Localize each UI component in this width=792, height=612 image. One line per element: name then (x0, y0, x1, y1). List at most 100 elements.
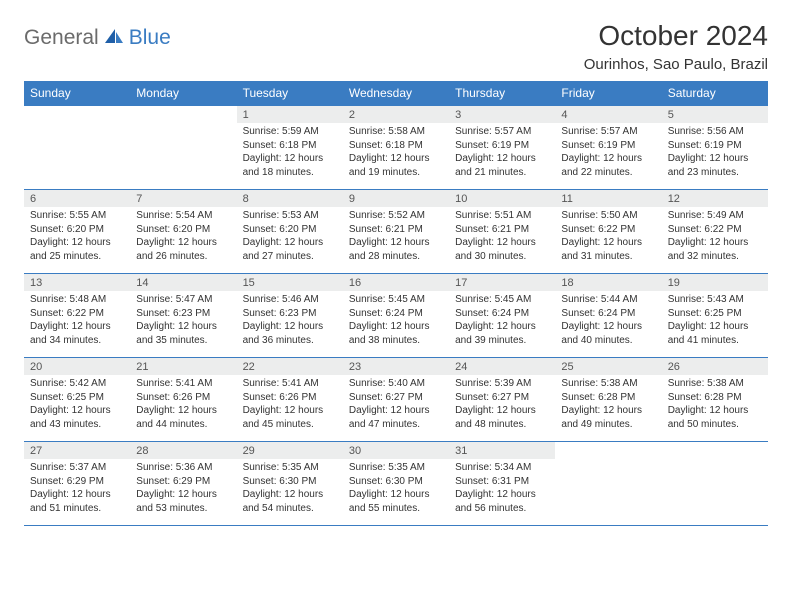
day-number-cell: 31 (449, 442, 555, 460)
day-detail-cell: Sunrise: 5:36 AMSunset: 6:29 PMDaylight:… (130, 459, 236, 526)
daylight-text-2: and 26 minutes. (136, 250, 230, 264)
daylight-text: Daylight: 12 hours (136, 404, 230, 418)
sunrise-text: Sunrise: 5:41 AM (243, 377, 337, 391)
logo-text-blue: Blue (129, 26, 171, 50)
weekday-header-row: Sunday Monday Tuesday Wednesday Thursday… (24, 81, 768, 106)
daylight-text-2: and 19 minutes. (349, 166, 443, 180)
sunset-text: Sunset: 6:20 PM (30, 223, 124, 237)
sunrise-text: Sunrise: 5:56 AM (668, 125, 762, 139)
daylight-text-2: and 38 minutes. (349, 334, 443, 348)
sunset-text: Sunset: 6:20 PM (243, 223, 337, 237)
sunrise-text: Sunrise: 5:55 AM (30, 209, 124, 223)
daylight-text-2: and 48 minutes. (455, 418, 549, 432)
daylight-text-2: and 35 minutes. (136, 334, 230, 348)
sunset-text: Sunset: 6:25 PM (668, 307, 762, 321)
daylight-text: Daylight: 12 hours (349, 488, 443, 502)
day-detail-cell: Sunrise: 5:40 AMSunset: 6:27 PMDaylight:… (343, 375, 449, 442)
day-number-cell: 14 (130, 274, 236, 292)
day-number-row: 20212223242526 (24, 358, 768, 376)
daylight-text: Daylight: 12 hours (243, 236, 337, 250)
day-number-cell: 21 (130, 358, 236, 376)
daylight-text: Daylight: 12 hours (455, 152, 549, 166)
weekday-header: Wednesday (343, 81, 449, 106)
daylight-text: Daylight: 12 hours (455, 236, 549, 250)
day-detail-row: Sunrise: 5:55 AMSunset: 6:20 PMDaylight:… (24, 207, 768, 274)
day-number-row: 2728293031 (24, 442, 768, 460)
day-number-cell: 25 (555, 358, 661, 376)
sunset-text: Sunset: 6:28 PM (668, 391, 762, 405)
daylight-text-2: and 55 minutes. (349, 502, 443, 516)
daylight-text: Daylight: 12 hours (349, 404, 443, 418)
day-detail-cell: Sunrise: 5:57 AMSunset: 6:19 PMDaylight:… (449, 123, 555, 190)
sunset-text: Sunset: 6:24 PM (561, 307, 655, 321)
location: Ourinhos, Sao Paulo, Brazil (584, 56, 768, 73)
day-detail-row: Sunrise: 5:42 AMSunset: 6:25 PMDaylight:… (24, 375, 768, 442)
day-number-cell: 18 (555, 274, 661, 292)
calendar-page: General Blue October 2024 Ourinhos, Sao … (0, 0, 792, 546)
sunrise-text: Sunrise: 5:46 AM (243, 293, 337, 307)
day-number-cell: 17 (449, 274, 555, 292)
daylight-text: Daylight: 12 hours (561, 236, 655, 250)
day-number-cell: 13 (24, 274, 130, 292)
sunset-text: Sunset: 6:31 PM (455, 475, 549, 489)
weekday-header: Saturday (662, 81, 768, 106)
daylight-text-2: and 34 minutes. (30, 334, 124, 348)
logo-text-general: General (24, 26, 99, 50)
daylight-text: Daylight: 12 hours (561, 404, 655, 418)
sunrise-text: Sunrise: 5:38 AM (668, 377, 762, 391)
sunrise-text: Sunrise: 5:41 AM (136, 377, 230, 391)
daylight-text-2: and 22 minutes. (561, 166, 655, 180)
sunrise-text: Sunrise: 5:57 AM (561, 125, 655, 139)
daylight-text: Daylight: 12 hours (455, 488, 549, 502)
day-number-cell: 4 (555, 106, 661, 124)
sunset-text: Sunset: 6:20 PM (136, 223, 230, 237)
sunrise-text: Sunrise: 5:35 AM (349, 461, 443, 475)
daylight-text-2: and 47 minutes. (349, 418, 443, 432)
sunset-text: Sunset: 6:22 PM (561, 223, 655, 237)
day-number-cell: 20 (24, 358, 130, 376)
sunrise-text: Sunrise: 5:54 AM (136, 209, 230, 223)
day-number-cell: 1 (237, 106, 343, 124)
sunrise-text: Sunrise: 5:59 AM (243, 125, 337, 139)
weekday-header: Thursday (449, 81, 555, 106)
daylight-text-2: and 21 minutes. (455, 166, 549, 180)
sunset-text: Sunset: 6:19 PM (455, 139, 549, 153)
day-detail-cell (555, 459, 661, 526)
day-detail-cell: Sunrise: 5:51 AMSunset: 6:21 PMDaylight:… (449, 207, 555, 274)
sunset-text: Sunset: 6:30 PM (243, 475, 337, 489)
sunrise-text: Sunrise: 5:51 AM (455, 209, 549, 223)
day-number-cell: 16 (343, 274, 449, 292)
sunset-text: Sunset: 6:27 PM (349, 391, 443, 405)
daylight-text-2: and 45 minutes. (243, 418, 337, 432)
daylight-text: Daylight: 12 hours (30, 488, 124, 502)
sunset-text: Sunset: 6:24 PM (349, 307, 443, 321)
sunset-text: Sunset: 6:23 PM (136, 307, 230, 321)
sunrise-text: Sunrise: 5:48 AM (30, 293, 124, 307)
day-number-cell: 28 (130, 442, 236, 460)
day-number-cell: 12 (662, 190, 768, 208)
sunset-text: Sunset: 6:29 PM (136, 475, 230, 489)
day-detail-cell (24, 123, 130, 190)
day-number-cell: 22 (237, 358, 343, 376)
calendar-body: 12345Sunrise: 5:59 AMSunset: 6:18 PM Dayl… (24, 106, 768, 526)
sunrise-text: Sunrise: 5:47 AM (136, 293, 230, 307)
daylight-text-2: and 44 minutes. (136, 418, 230, 432)
daylight-text: Daylight: 12 hours (30, 404, 124, 418)
day-number-row: 12345 (24, 106, 768, 124)
daylight-text: Daylight: 12 hours (561, 152, 655, 166)
daylight-text-2: and 23 minutes. (668, 166, 762, 180)
daylight-text: Daylight: 12 hours (136, 236, 230, 250)
day-number-cell: 2 (343, 106, 449, 124)
daylight-text-2: and 56 minutes. (455, 502, 549, 516)
sunset-text: Sunset: 6:25 PM (30, 391, 124, 405)
daylight-text: Daylight: 12 hours (136, 320, 230, 334)
sunrise-text: Sunrise: 5:38 AM (561, 377, 655, 391)
day-number-cell: 5 (662, 106, 768, 124)
daylight-text: Daylight: 12 hours (30, 236, 124, 250)
day-detail-cell: Sunrise: 5:44 AMSunset: 6:24 PMDaylight:… (555, 291, 661, 358)
daylight-text-2: and 28 minutes. (349, 250, 443, 264)
day-detail-cell: Sunrise: 5:55 AMSunset: 6:20 PMDaylight:… (24, 207, 130, 274)
daylight-text: Daylight: 12 hours (136, 488, 230, 502)
sunset-text: Sunset: 6:21 PM (349, 223, 443, 237)
sunset-text: Sunset: 6:18 PM (243, 139, 337, 153)
